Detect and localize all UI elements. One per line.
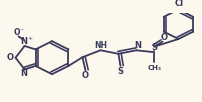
Text: N: N bbox=[20, 37, 27, 46]
Text: O: O bbox=[82, 71, 88, 80]
Text: N: N bbox=[133, 41, 140, 50]
Text: O: O bbox=[160, 33, 167, 42]
Text: O: O bbox=[13, 28, 20, 37]
Text: +: + bbox=[27, 36, 32, 41]
Text: NH: NH bbox=[94, 41, 106, 50]
Text: N: N bbox=[20, 69, 27, 78]
Text: S: S bbox=[117, 67, 123, 76]
Text: -: - bbox=[20, 26, 23, 32]
Text: O: O bbox=[7, 53, 14, 62]
Text: S: S bbox=[151, 43, 157, 52]
Text: CH₃: CH₃ bbox=[147, 65, 161, 71]
Text: Cl: Cl bbox=[174, 0, 183, 8]
